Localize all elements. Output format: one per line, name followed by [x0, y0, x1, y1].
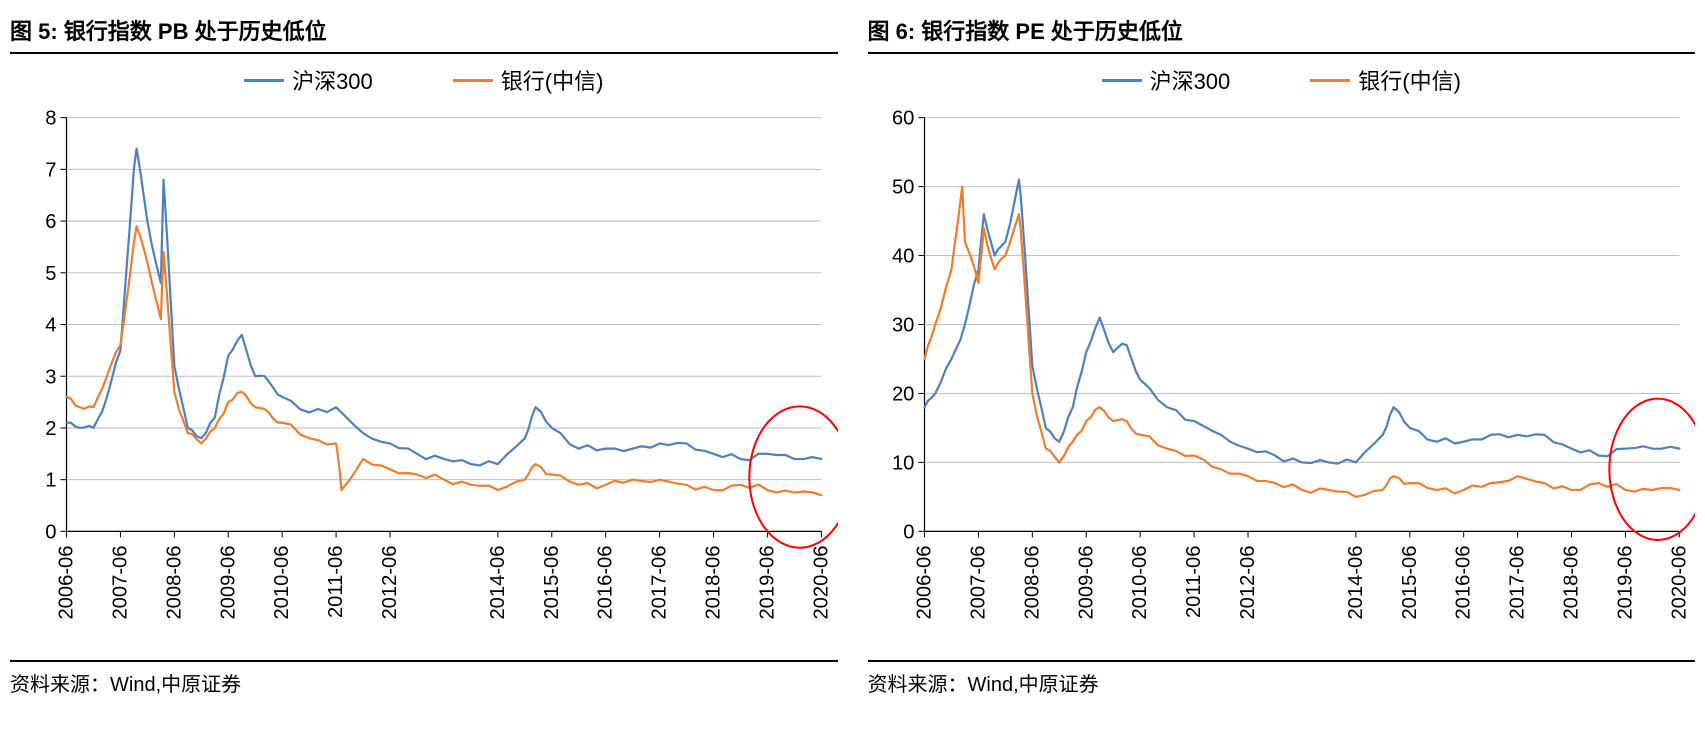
legend-label: 银行(中信) — [1358, 64, 1461, 96]
x-tick-label: 2020-06 — [1668, 546, 1690, 620]
y-tick-label: 20 — [891, 384, 913, 406]
legend-item: 银行(中信) — [453, 64, 604, 96]
chart-legend: 沪深300 银行(中信) — [868, 64, 1696, 96]
x-tick-label: 2010-06 — [271, 546, 293, 620]
x-tick-label: 2015-06 — [541, 546, 563, 620]
y-tick-label: 1 — [45, 470, 56, 492]
x-tick-label: 2019-06 — [756, 546, 778, 620]
x-tick-label: 2012-06 — [1237, 546, 1259, 620]
x-tick-label: 2019-06 — [1614, 546, 1636, 620]
x-tick-label: 2008-06 — [163, 546, 185, 620]
x-tick-label: 2009-06 — [1075, 546, 1097, 620]
chart-panel-0: 图 5: 银行指数 PB 处于历史低位沪深300 银行(中信) 0 1 2 3 4 5 6 7 8 2… — [10, 10, 838, 697]
chart-area: 0 10 20 30 40 50 60 2006-06 2007-06 2008-06 2009-0… — [868, 100, 1696, 660]
panel-title: 图 6: 银行指数 PE 处于历史低位 — [868, 10, 1696, 54]
x-tick-label: 2007-06 — [967, 546, 989, 620]
chart-legend: 沪深300 银行(中信) — [10, 64, 838, 96]
y-tick-label: 8 — [45, 108, 56, 130]
legend-swatch — [1310, 79, 1350, 82]
legend-item: 沪深300 — [244, 64, 373, 96]
y-tick-label: 7 — [45, 159, 56, 181]
y-tick-label: 0 — [45, 521, 56, 543]
y-tick-label: 5 — [45, 263, 56, 285]
legend-label: 银行(中信) — [501, 64, 604, 96]
y-tick-label: 50 — [891, 177, 913, 199]
legend-label: 沪深300 — [1150, 64, 1231, 96]
annotation-circle — [1609, 399, 1695, 540]
x-tick-label: 2011-06 — [1183, 546, 1205, 619]
legend-item: 银行(中信) — [1310, 64, 1461, 96]
legend-swatch — [244, 79, 284, 82]
x-tick-label: 2016-06 — [595, 546, 617, 620]
legend-item: 沪深300 — [1102, 64, 1231, 96]
legend-label: 沪深300 — [292, 64, 373, 96]
y-tick-label: 60 — [891, 108, 913, 130]
x-tick-label: 2011-06 — [325, 546, 347, 619]
y-tick-label: 2 — [45, 418, 56, 440]
y-tick-label: 4 — [45, 315, 56, 337]
x-tick-label: 2020-06 — [810, 546, 832, 620]
source-label: 资料来源：Wind,中原证券 — [868, 660, 1696, 697]
legend-swatch — [453, 79, 493, 82]
y-tick-label: 3 — [45, 366, 56, 388]
x-tick-label: 2010-06 — [1129, 546, 1151, 620]
x-tick-label: 2017-06 — [649, 546, 671, 620]
series-line — [67, 149, 822, 466]
y-tick-label: 10 — [891, 452, 913, 474]
y-tick-label: 0 — [903, 521, 914, 543]
y-tick-label: 40 — [891, 246, 913, 268]
y-tick-label: 30 — [891, 315, 913, 337]
x-tick-label: 2018-06 — [1560, 546, 1582, 620]
series-line — [67, 226, 822, 495]
y-tick-label: 6 — [45, 211, 56, 233]
x-tick-label: 2008-06 — [1021, 546, 1043, 620]
x-tick-label: 2018-06 — [703, 546, 725, 620]
x-tick-label: 2006-06 — [913, 546, 935, 620]
chart-panel-1: 图 6: 银行指数 PE 处于历史低位沪深300 银行(中信) 0 10 20 30 40 5… — [868, 10, 1696, 697]
x-tick-label: 2016-06 — [1452, 546, 1474, 620]
x-tick-label: 2012-06 — [379, 546, 401, 620]
x-tick-label: 2009-06 — [217, 546, 239, 620]
x-tick-label: 2017-06 — [1506, 546, 1528, 620]
series-line — [924, 187, 1679, 497]
chart-area: 0 1 2 3 4 5 6 7 8 2006-06 2007-06 2008-06 2009-06 201… — [10, 100, 838, 660]
x-tick-label: 2006-06 — [56, 546, 78, 620]
x-tick-label: 2014-06 — [1344, 546, 1366, 620]
x-tick-label: 2007-06 — [109, 546, 131, 620]
panel-title: 图 5: 银行指数 PB 处于历史低位 — [10, 10, 838, 54]
legend-swatch — [1102, 79, 1142, 82]
x-tick-label: 2014-06 — [487, 546, 509, 620]
x-tick-label: 2015-06 — [1398, 546, 1420, 620]
source-label: 资料来源：Wind,中原证券 — [10, 660, 838, 697]
